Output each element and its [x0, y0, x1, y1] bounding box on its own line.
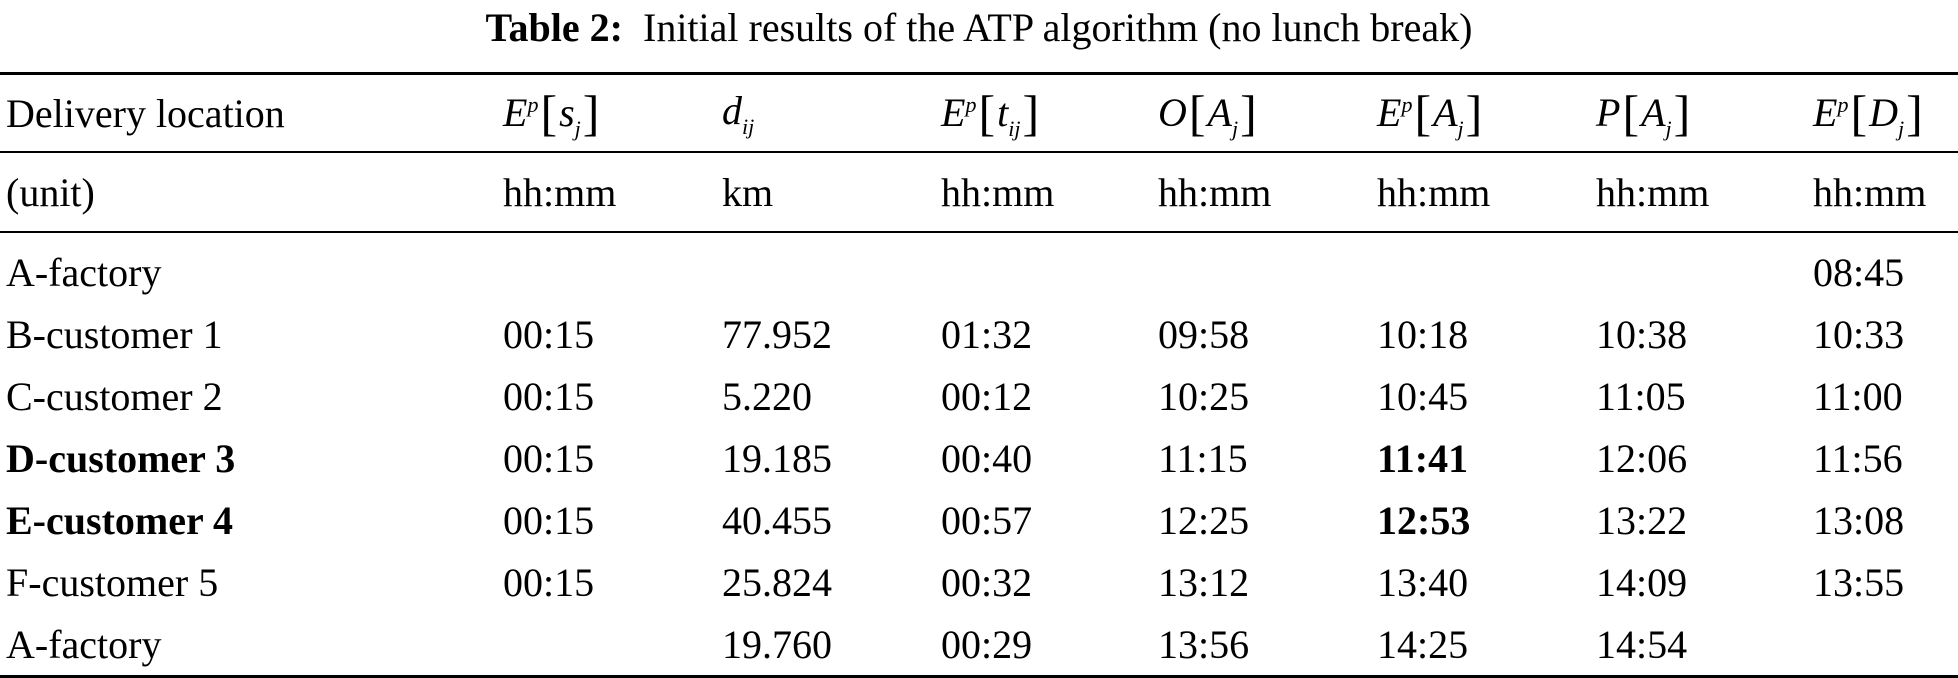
units-cell: hh:mm — [935, 152, 1152, 233]
travel-time-cell: 00:32 — [941, 559, 1033, 605]
header-delivery-location: Delivery location — [0, 72, 497, 153]
header-expected-service-time: Ep[sj] — [497, 72, 716, 153]
units-cell: hh:mm — [1807, 152, 1958, 233]
service-time-cell: 00:15 — [503, 311, 595, 357]
travel-time-cell: 01:32 — [941, 311, 1033, 357]
header-row: Delivery location Ep[sj] dij Ep[tij] O[A… — [0, 72, 1958, 153]
location-cell: C-customer 2 — [6, 373, 223, 419]
departure-cell: 11:56 — [1813, 435, 1903, 481]
service-time-cell: 00:15 — [503, 435, 595, 481]
departure-cell: 10:33 — [1813, 311, 1905, 357]
location-cell: B-customer 1 — [6, 311, 223, 357]
optimistic-arrival-cell: 09:58 — [1158, 311, 1250, 357]
table-row: D-customer 3 00:15 19.185 00:40 11:15 11… — [0, 427, 1958, 489]
pessimistic-arrival-cell: 12:06 — [1596, 435, 1688, 481]
location-cell: A-factory — [0, 613, 497, 678]
expected-arrival-cell: 10:45 — [1377, 373, 1469, 419]
units-cell: (unit) — [0, 152, 497, 233]
travel-time-cell: 00:40 — [941, 435, 1033, 481]
distance-cell: 19.760 — [716, 613, 935, 678]
expected-arrival-cell: 14:25 — [1371, 613, 1590, 678]
table-row: A-factory 08:45 — [0, 232, 1958, 303]
expected-arrival-cell: 12:53 — [1377, 497, 1471, 543]
expected-arrival-cell: 10:18 — [1377, 311, 1469, 357]
service-time-cell — [497, 232, 716, 303]
units-cell: hh:mm — [1590, 152, 1807, 233]
expected-arrival-cell: 11:41 — [1377, 435, 1469, 481]
pessimistic-arrival-cell: 11:05 — [1596, 373, 1686, 419]
optimistic-arrival-cell: 11:15 — [1158, 435, 1248, 481]
table-row: A-factory 19.760 00:29 13:56 14:25 14:54 — [0, 613, 1958, 678]
distance-cell: 77.952 — [722, 311, 832, 357]
header-expected-departure: Ep[Dj] — [1807, 72, 1958, 153]
travel-time-cell: 00:12 — [941, 373, 1033, 419]
optimistic-arrival-cell: 13:56 — [1152, 613, 1371, 678]
table-caption-label: Table 2: — [485, 5, 623, 50]
pessimistic-arrival-cell: 13:22 — [1596, 497, 1688, 543]
pessimistic-arrival-cell — [1590, 232, 1807, 303]
location-cell: A-factory — [6, 249, 162, 295]
location-cell: D-customer 3 — [6, 435, 236, 481]
units-cell: hh:mm — [1371, 152, 1590, 233]
header-expected-travel-time: Ep[tij] — [935, 72, 1152, 153]
service-time-cell: 00:15 — [503, 497, 595, 543]
pessimistic-arrival-cell: 10:38 — [1596, 311, 1688, 357]
location-cell: E-customer 4 — [6, 497, 233, 543]
units-cell: hh:mm — [497, 152, 716, 233]
travel-time-cell: 00:29 — [935, 613, 1152, 678]
distance-cell: 25.824 — [722, 559, 832, 605]
header-distance: dij — [716, 72, 935, 153]
table-row: C-customer 2 00:15 5.220 00:12 10:25 10:… — [0, 365, 1958, 427]
header-optimistic-arrival: O[Aj] — [1152, 72, 1371, 153]
service-time-cell: 00:15 — [503, 559, 595, 605]
optimistic-arrival-cell — [1152, 232, 1371, 303]
distance-cell: 19.185 — [722, 435, 832, 481]
units-cell: hh:mm — [1152, 152, 1371, 233]
departure-cell: 13:08 — [1813, 497, 1905, 543]
departure-cell: 11:00 — [1813, 373, 1903, 419]
distance-cell: 40.455 — [722, 497, 832, 543]
optimistic-arrival-cell: 10:25 — [1158, 373, 1250, 419]
table-row: F-customer 5 00:15 25.824 00:32 13:12 13… — [0, 551, 1958, 613]
table-row: B-customer 1 00:15 77.952 01:32 09:58 10… — [0, 303, 1958, 365]
table-caption-text: Initial results of the ATP algorithm (no… — [643, 5, 1473, 50]
travel-time-cell: 00:57 — [941, 497, 1033, 543]
distance-cell: 5.220 — [722, 373, 812, 419]
results-table: Delivery location Ep[sj] dij Ep[tij] O[A… — [0, 72, 1958, 678]
pessimistic-arrival-cell: 14:54 — [1590, 613, 1807, 678]
expected-arrival-cell — [1371, 232, 1590, 303]
header-expected-arrival: Ep[Aj] — [1371, 72, 1590, 153]
optimistic-arrival-cell: 12:25 — [1158, 497, 1250, 543]
service-time-cell: 00:15 — [503, 373, 595, 419]
units-cell: km — [716, 152, 935, 233]
header-pessimistic-arrival: P[Aj] — [1590, 72, 1807, 153]
units-row: (unit) hh:mm km hh:mm hh:mm hh:mm hh:mm … — [0, 152, 1958, 233]
departure-cell: 13:55 — [1813, 559, 1905, 605]
service-time-cell — [497, 613, 716, 678]
table-row: E-customer 4 00:15 40.455 00:57 12:25 12… — [0, 489, 1958, 551]
location-cell: F-customer 5 — [6, 559, 219, 605]
travel-time-cell — [935, 232, 1152, 303]
optimistic-arrival-cell: 13:12 — [1158, 559, 1250, 605]
table-caption: Table 2: Initial results of the ATP algo… — [0, 0, 1958, 56]
departure-cell — [1807, 613, 1958, 678]
distance-cell — [716, 232, 935, 303]
expected-arrival-cell: 13:40 — [1377, 559, 1469, 605]
pessimistic-arrival-cell: 14:09 — [1596, 559, 1688, 605]
departure-cell: 08:45 — [1813, 249, 1905, 295]
